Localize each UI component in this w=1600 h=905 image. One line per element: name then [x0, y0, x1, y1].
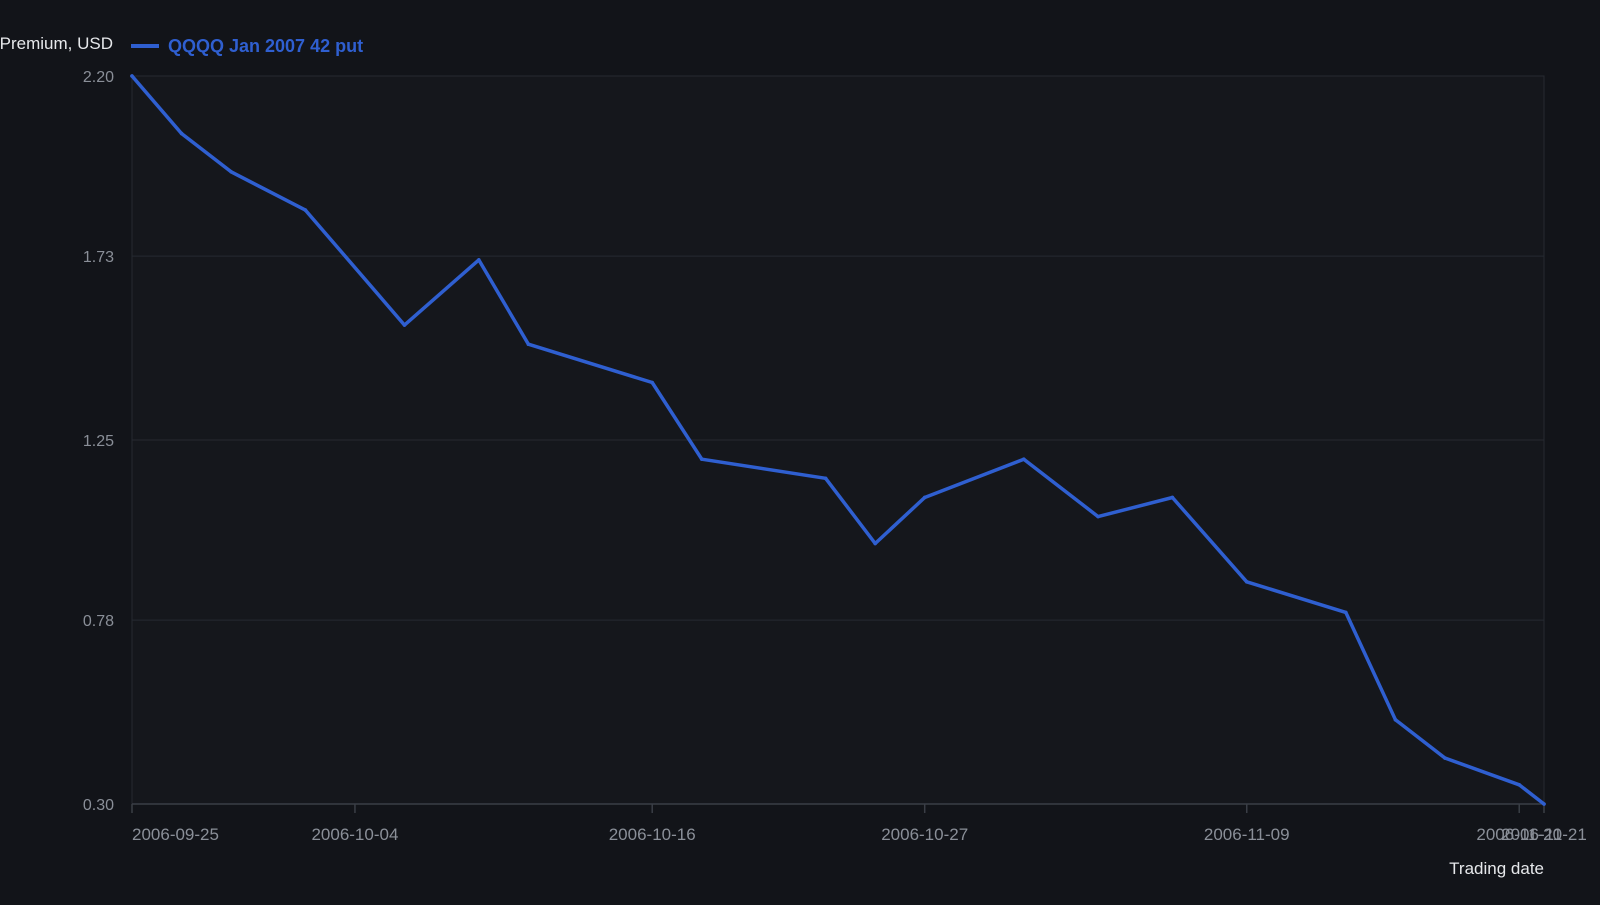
data-point [650, 380, 655, 385]
data-point [402, 323, 407, 327]
data-point [1170, 495, 1175, 500]
data-point [1244, 579, 1249, 584]
data-point [179, 131, 184, 136]
data-point [130, 74, 134, 78]
data-point [1542, 802, 1546, 806]
data-point [1443, 756, 1447, 760]
axes: 2.20 1.73 1.25 0.78 0.30 2006-09-25 2006-10-04… [83, 69, 1587, 844]
data-point [699, 457, 704, 461]
data-point [1021, 457, 1026, 461]
data-point [1517, 783, 1522, 787]
y-tick-label: 0.30 [83, 797, 114, 814]
x-tick-label: 2006-10-16 [609, 825, 696, 844]
series-layer [130, 74, 1546, 806]
x-tick-label: 2006-11-20 [1476, 825, 1562, 844]
x-tick-label: 2006-10-04 [311, 825, 398, 844]
x-tick-label: 2006-10-27 [881, 825, 968, 844]
legend[interactable]: Premium, USD QQQQ Jan 2007 42 put [0, 34, 363, 56]
data-point [229, 169, 233, 174]
legend-series-label[interactable]: QQQQ Jan 2007 42 put [168, 36, 363, 56]
data-point [526, 342, 531, 347]
data-point [873, 541, 877, 546]
x-tick-label: 2006-11-21 [1501, 825, 1587, 844]
y-tick-label: 2.20 [83, 69, 114, 86]
y-tick-label: 0.78 [83, 613, 114, 630]
data-point [1344, 610, 1348, 615]
x-axis-label: Trading date [1449, 859, 1544, 878]
data-point [823, 476, 828, 481]
data-point [477, 258, 481, 262]
x-tick-label: 2006-09-25 [132, 825, 219, 844]
data-point [1096, 514, 1100, 519]
y-axis-label: Premium, USD [0, 34, 113, 53]
data-point [922, 495, 927, 500]
y-tick-label: 1.25 [83, 433, 114, 450]
data-point [303, 208, 308, 212]
x-tick-label: 2006-11-09 [1204, 825, 1290, 844]
data-point [1393, 717, 1398, 722]
y-tick-label: 1.73 [83, 249, 114, 266]
